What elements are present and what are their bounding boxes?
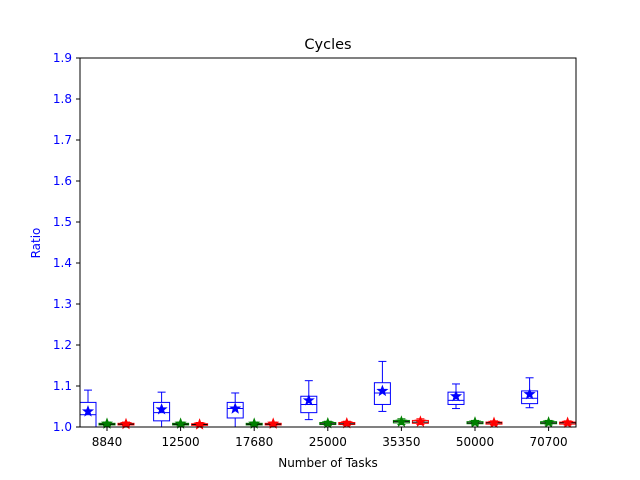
mean-marker [81,405,95,417]
mean-marker [468,416,482,428]
mean-marker [449,389,463,402]
series-2 [98,415,558,429]
box [191,418,209,430]
box [521,377,539,409]
box-series [79,360,577,430]
box [79,389,97,428]
mean-marker [321,416,334,429]
box [411,415,429,427]
mean-marker [248,417,261,429]
y-tick-label: 1.9 [53,51,72,65]
x-tick-label: 8840 [92,435,123,449]
mean-marker [302,393,315,406]
box [300,380,318,421]
mean-marker [487,416,501,429]
box [338,416,356,429]
mean-marker [542,416,555,428]
x-tick-label: 50000 [456,435,494,449]
y-tick-label: 1.2 [53,338,72,352]
mean-marker [119,417,133,430]
y-tick-label: 1.6 [53,174,72,188]
mean-marker [561,416,574,429]
mean-marker [229,402,242,414]
mean-marker [523,387,536,400]
box [373,360,391,412]
mean-marker [267,417,280,429]
x-tick-label: 35350 [382,435,420,449]
x-tick-label: 70700 [530,435,568,449]
y-tick-label: 1.8 [53,92,72,106]
mean-marker [174,417,187,429]
y-tick-label: 1.5 [53,215,72,229]
y-tick-label: 1.7 [53,133,72,147]
y-axis: 1.0 1.1 1.2 1.3 1.4 1.5 1.6 1.7 1.8 1.9 [53,51,80,434]
box [319,416,337,429]
box [172,417,190,429]
y-tick-label: 1.4 [53,256,72,270]
x-tick-label: 12500 [162,435,200,449]
mean-marker [376,384,389,397]
box [392,415,410,427]
box [264,417,282,429]
x-tick-label: 17680 [235,435,273,449]
box [153,391,171,428]
x-tick-label: 25000 [309,435,347,449]
y-tick-label: 1.3 [53,297,72,311]
box [540,416,558,428]
x-axis-label: Number of Tasks [278,456,378,470]
box-body [153,401,171,422]
plot-frame [79,57,577,428]
mean-marker [414,415,427,427]
chart-title: Cycles [304,37,351,53]
series-3 [117,415,577,430]
mean-marker [340,416,353,429]
box [226,392,244,428]
box [117,417,135,430]
mean-marker [395,415,408,427]
box-body [373,382,391,405]
box [559,416,577,429]
mean-marker [100,417,114,429]
mean-marker [155,403,168,415]
series-1 [79,360,539,428]
x-axis: 8840 12500 17680 25000 35350 50000 70700 [92,427,568,449]
box [485,416,503,429]
box [447,383,465,410]
box [98,417,116,429]
y-tick-label: 1.1 [53,379,72,393]
y-axis-label: Ratio [29,228,43,259]
y-tick-label: 1.0 [53,420,72,434]
box [466,416,484,428]
box [245,417,263,429]
